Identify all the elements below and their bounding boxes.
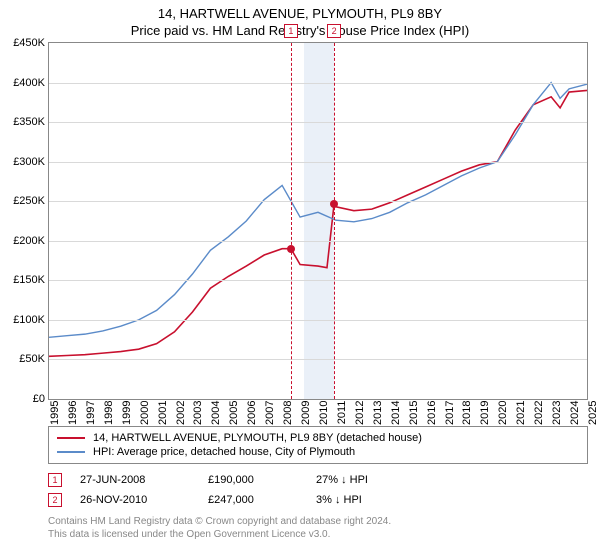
sale-row: 2 26-NOV-2010 £247,000 3% ↓ HPI — [48, 490, 588, 510]
legend-label: HPI: Average price, detached house, City… — [93, 446, 355, 458]
x-tick-label: 2008 — [282, 391, 294, 415]
x-tick-label: 2001 — [157, 391, 169, 415]
x-tick-label: 1995 — [49, 391, 61, 415]
chart-subtitle: Price paid vs. HM Land Registry's House … — [0, 21, 600, 42]
series-prop — [49, 90, 587, 356]
x-tick-label: 2003 — [192, 391, 204, 415]
x-tick-label: 2025 — [587, 391, 599, 415]
x-tick-label: 2022 — [533, 391, 545, 415]
sales-table: 1 27-JUN-2008 £190,000 27% ↓ HPI 2 26-NO… — [48, 470, 588, 510]
x-tick-label: 2007 — [264, 391, 276, 415]
x-tick-label: 1996 — [67, 391, 79, 415]
sale-marker: 2 — [48, 493, 62, 507]
x-tick-label: 2010 — [318, 391, 330, 415]
legend-label: 14, HARTWELL AVENUE, PLYMOUTH, PL9 8BY (… — [93, 432, 422, 444]
x-tick-label: 2002 — [175, 391, 187, 415]
x-tick-label: 1997 — [85, 391, 97, 415]
sale-marker-box: 2 — [327, 24, 341, 38]
sale-pct: 27% ↓ HPI — [316, 474, 426, 486]
footer: Contains HM Land Registry data © Crown c… — [48, 516, 588, 541]
x-tick-label: 2011 — [336, 391, 348, 415]
chart-container: 14, HARTWELL AVENUE, PLYMOUTH, PL9 8BY P… — [0, 0, 600, 560]
y-tick-label: £200K — [13, 235, 45, 247]
y-tick-label: £100K — [13, 314, 45, 326]
sale-price: £190,000 — [208, 474, 298, 486]
x-tick-label: 2013 — [372, 391, 384, 415]
x-tick-label: 2014 — [390, 391, 402, 415]
x-tick-label: 2006 — [246, 391, 258, 415]
y-tick-label: £350K — [13, 116, 45, 128]
x-tick-label: 2020 — [497, 391, 509, 415]
sale-date: 27-JUN-2008 — [80, 474, 190, 486]
y-tick-label: £450K — [13, 37, 45, 49]
sale-price: £247,000 — [208, 494, 298, 506]
y-tick-label: £250K — [13, 195, 45, 207]
plot-area: £0£50K£100K£150K£200K£250K£300K£350K£400… — [48, 42, 588, 400]
chart-title: 14, HARTWELL AVENUE, PLYMOUTH, PL9 8BY — [0, 0, 600, 21]
x-tick-label: 2024 — [569, 391, 581, 415]
y-tick-label: £0 — [33, 393, 45, 405]
sale-pct: 3% ↓ HPI — [316, 494, 426, 506]
x-tick-label: 2000 — [139, 391, 151, 415]
sale-dot — [287, 245, 295, 253]
footer-line: This data is licensed under the Open Gov… — [48, 529, 588, 542]
sale-dot — [330, 200, 338, 208]
x-tick-label: 2017 — [444, 391, 456, 415]
y-tick-label: £400K — [13, 77, 45, 89]
sale-marker: 1 — [48, 473, 62, 487]
x-tick-label: 2021 — [515, 391, 527, 415]
sale-vline — [291, 43, 292, 399]
x-tick-label: 2009 — [300, 391, 312, 415]
series-hpi — [49, 83, 587, 338]
legend: 14, HARTWELL AVENUE, PLYMOUTH, PL9 8BY (… — [48, 426, 588, 464]
x-tick-label: 1999 — [121, 391, 133, 415]
line-series — [49, 43, 587, 399]
legend-row: 14, HARTWELL AVENUE, PLYMOUTH, PL9 8BY (… — [57, 431, 579, 445]
x-tick-label: 2016 — [426, 391, 438, 415]
x-tick-label: 2004 — [210, 391, 222, 415]
x-tick-label: 2018 — [461, 391, 473, 415]
x-tick-label: 2005 — [228, 391, 240, 415]
legend-swatch — [57, 451, 85, 453]
x-tick-label: 1998 — [103, 391, 115, 415]
sale-marker-box: 1 — [284, 24, 298, 38]
sale-row: 1 27-JUN-2008 £190,000 27% ↓ HPI — [48, 470, 588, 490]
y-tick-label: £300K — [13, 156, 45, 168]
y-tick-label: £150K — [13, 274, 45, 286]
y-tick-label: £50K — [19, 353, 45, 365]
sale-vline — [334, 43, 335, 399]
legend-swatch — [57, 437, 85, 439]
legend-row: HPI: Average price, detached house, City… — [57, 445, 579, 459]
x-tick-label: 2012 — [354, 391, 366, 415]
x-tick-label: 2015 — [408, 391, 420, 415]
sale-date: 26-NOV-2010 — [80, 494, 190, 506]
x-tick-label: 2023 — [551, 391, 563, 415]
footer-line: Contains HM Land Registry data © Crown c… — [48, 516, 588, 529]
x-tick-label: 2019 — [479, 391, 491, 415]
